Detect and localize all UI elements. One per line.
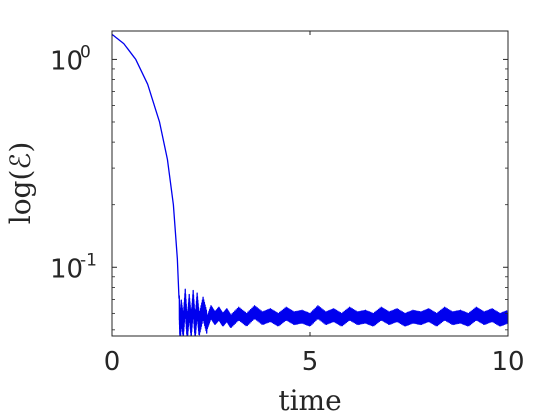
y-tick-label: 10 [50, 254, 83, 284]
y-tick-exponent: 0 [80, 42, 91, 62]
plot-area [112, 31, 508, 336]
axes-box [111, 30, 509, 337]
x-tick-label: 0 [104, 347, 121, 377]
y-tick-exponent: -1 [80, 250, 97, 270]
x-tick-label: 5 [302, 347, 319, 377]
x-tick-label: 10 [491, 347, 524, 377]
y-axis-label: log(ℰ) [4, 142, 37, 225]
y-tick-label: 10 [50, 46, 83, 76]
series-line-0 [112, 33, 508, 336]
x-axis-label: time [278, 384, 341, 417]
data-layer [112, 33, 508, 336]
